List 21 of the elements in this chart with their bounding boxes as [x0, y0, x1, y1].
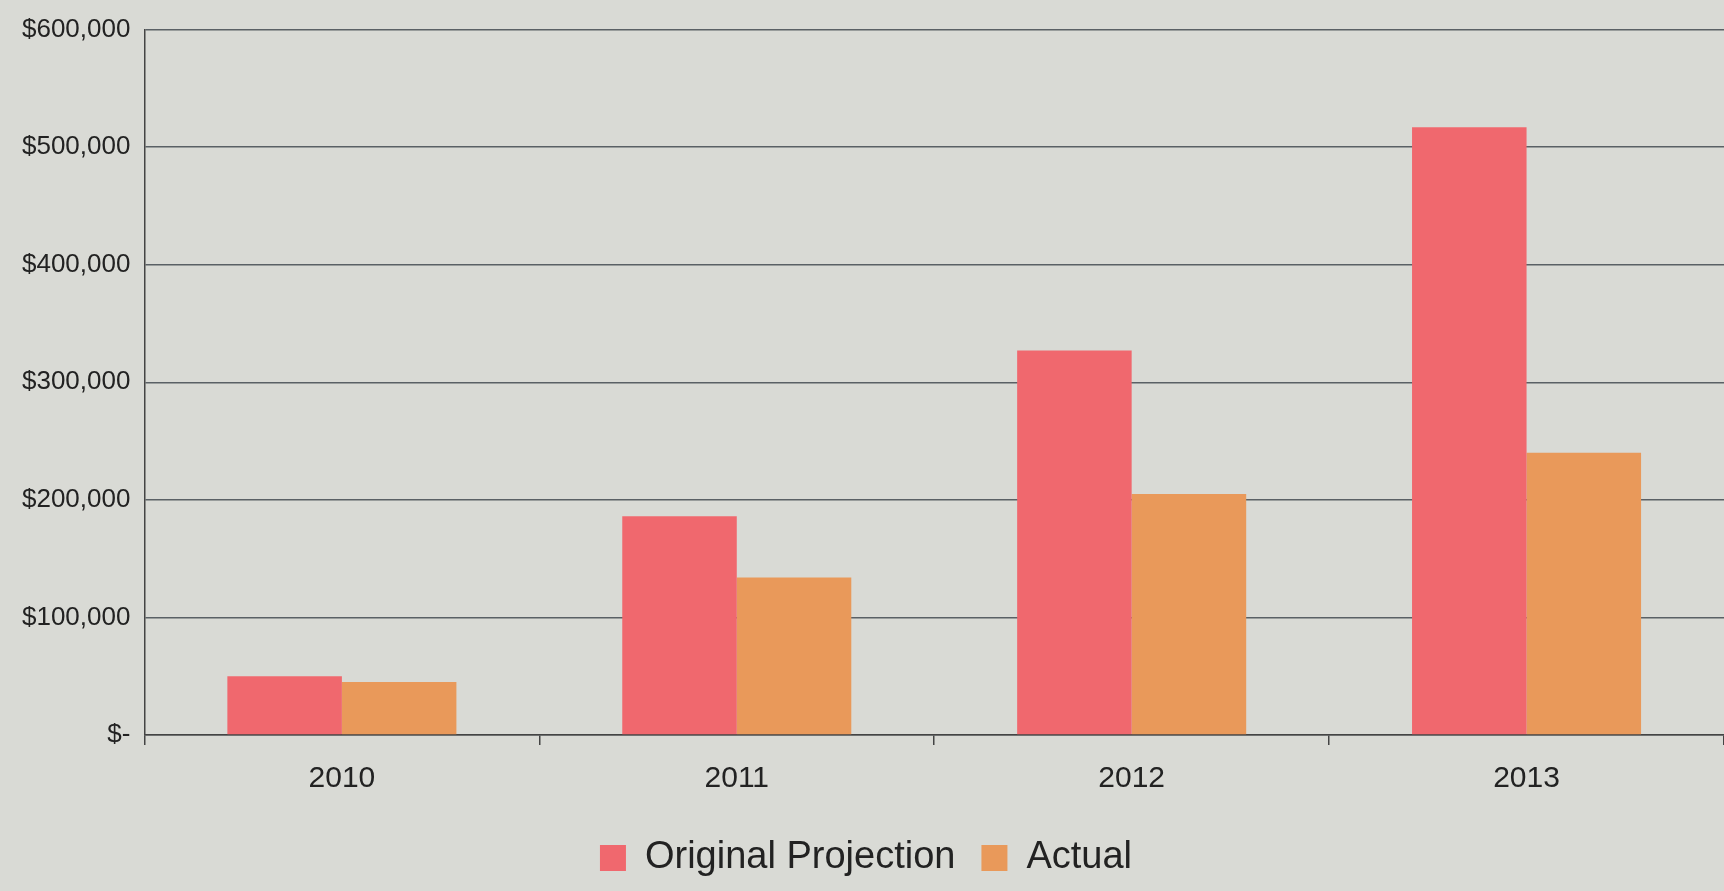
- y-tick-label: $600,000: [21, 12, 131, 43]
- bar: [1526, 452, 1642, 735]
- y-tick-label: $500,000: [21, 130, 131, 161]
- bar: [1412, 127, 1527, 735]
- x-tick-label: 2013: [1493, 760, 1560, 794]
- bar: [1017, 350, 1132, 735]
- bar: [736, 577, 852, 735]
- bar: [1131, 493, 1247, 735]
- x-tick-label: 2012: [1098, 760, 1166, 794]
- legend-label: Actual: [1026, 834, 1133, 877]
- y-tick-label: $100,000: [21, 600, 131, 631]
- bar: [622, 516, 737, 735]
- bar: [227, 676, 342, 735]
- y-tick-label: $200,000: [21, 483, 131, 514]
- x-tick-label: 2011: [704, 760, 770, 794]
- bar: [341, 682, 457, 735]
- x-tick-label: 2010: [308, 760, 376, 794]
- y-tick-label: $-: [107, 718, 131, 749]
- legend-label: Original Projection: [644, 834, 956, 877]
- y-tick-label: $300,000: [21, 365, 131, 396]
- y-tick-label: $400,000: [21, 247, 131, 278]
